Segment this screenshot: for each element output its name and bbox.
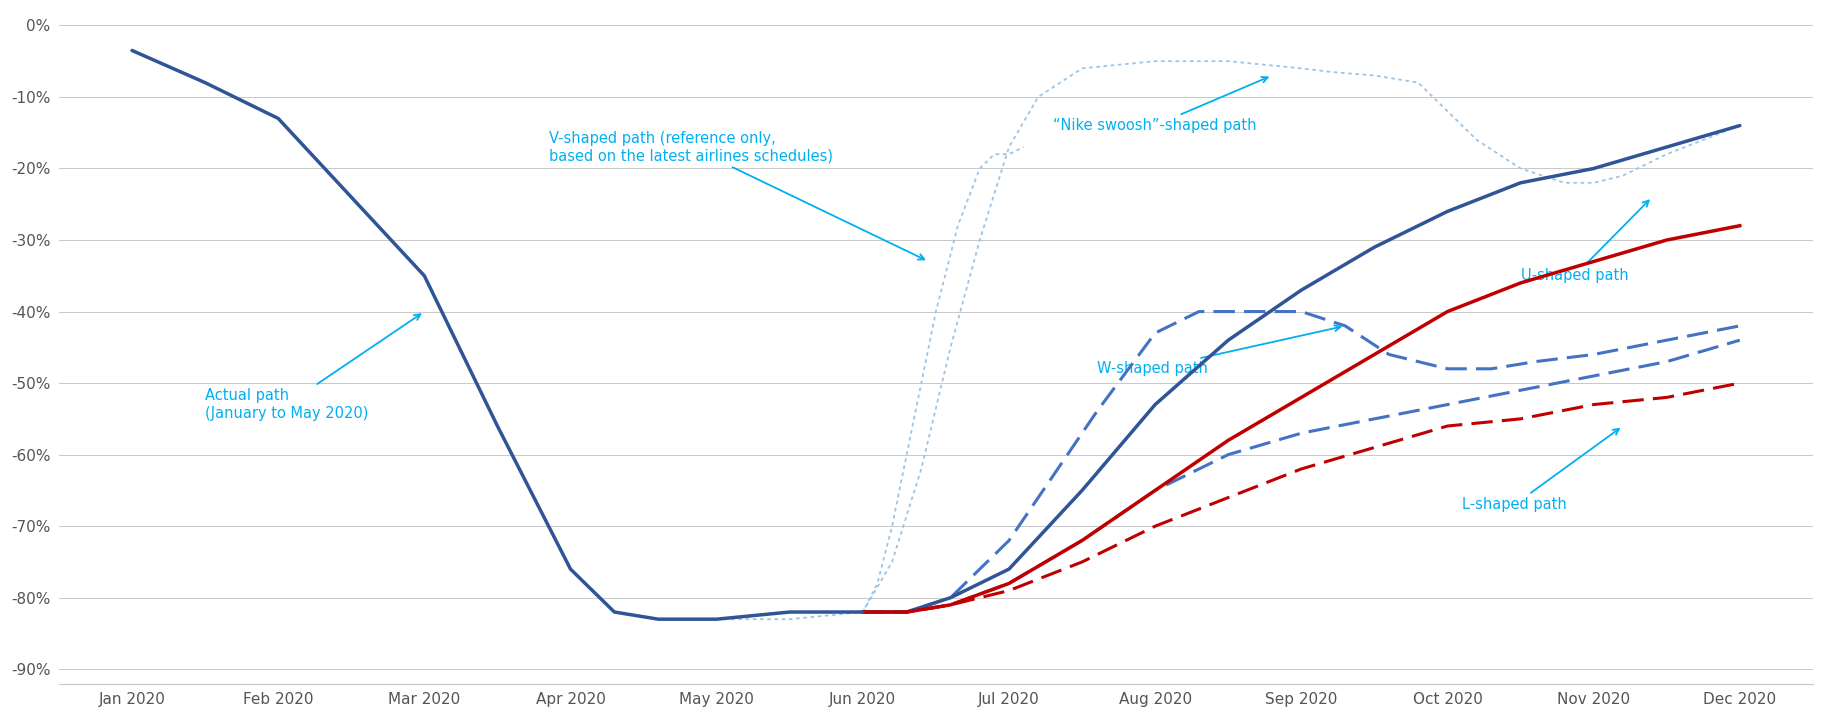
Text: “Nike swoosh”-shaped path: “Nike swoosh”-shaped path <box>1052 77 1267 133</box>
Text: L-shaped path: L-shaped path <box>1462 429 1619 512</box>
Text: V-shaped path (reference only,
based on the latest airlines schedules): V-shaped path (reference only, based on … <box>549 131 924 259</box>
Text: W-shaped path: W-shaped path <box>1096 325 1340 376</box>
Text: Actual path
(January to May 2020): Actual path (January to May 2020) <box>204 314 419 421</box>
Text: U-shaped path: U-shaped path <box>1520 200 1648 284</box>
